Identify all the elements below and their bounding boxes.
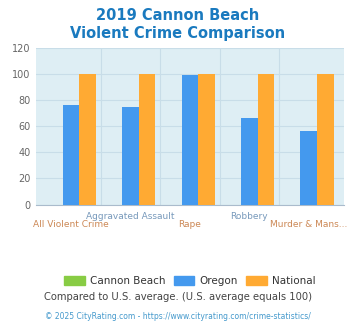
Legend: Cannon Beach, Oregon, National: Cannon Beach, Oregon, National xyxy=(60,272,320,290)
Text: © 2025 CityRating.com - https://www.cityrating.com/crime-statistics/: © 2025 CityRating.com - https://www.city… xyxy=(45,312,310,321)
Text: Aggravated Assault: Aggravated Assault xyxy=(86,213,175,221)
Bar xyxy=(80,74,96,205)
Text: Violent Crime Comparison: Violent Crime Comparison xyxy=(70,26,285,41)
Bar xyxy=(258,74,274,205)
Bar xyxy=(122,107,139,205)
Bar xyxy=(241,118,258,205)
Bar xyxy=(139,74,155,205)
Text: All Violent Crime: All Violent Crime xyxy=(33,220,109,229)
Bar xyxy=(198,74,215,205)
Bar xyxy=(182,75,198,205)
Bar xyxy=(300,131,317,205)
Text: Rape: Rape xyxy=(179,220,201,229)
Text: Robbery: Robbery xyxy=(230,213,268,221)
Text: Murder & Mans...: Murder & Mans... xyxy=(270,220,348,229)
Bar xyxy=(317,74,334,205)
Text: Compared to U.S. average. (U.S. average equals 100): Compared to U.S. average. (U.S. average … xyxy=(44,292,311,302)
Bar xyxy=(63,105,80,205)
Text: 2019 Cannon Beach: 2019 Cannon Beach xyxy=(96,8,259,23)
